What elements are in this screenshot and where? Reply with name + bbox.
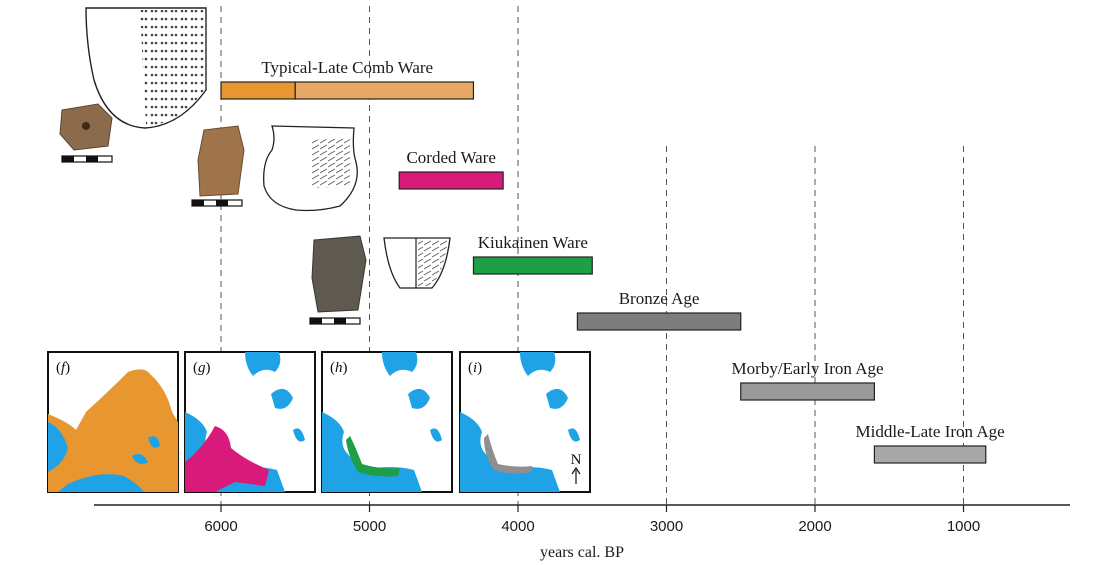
bar-label-morby-early-iron-age: Morby/Early Iron Age [732,359,884,378]
map-panel-label: (i) [468,360,482,376]
map-panel-g: (g) [184,351,316,493]
bar-middle-late-iron-age [873,445,987,464]
x-tick-label-4000: 4000 [501,518,534,535]
scale-bar-1 [61,155,113,163]
kiukainen-ware-sherd [311,235,367,313]
bar-label-typical-late-comb-ware: Typical-Late Comb Ware [261,58,433,77]
x-axis: 6000 5000 4000 3000 2000 1000 [94,504,1070,535]
x-tick-label-3000: 3000 [650,518,683,535]
map-panel-i: (i) N [459,351,591,493]
sea-shape [520,352,556,376]
bar-typical-late-comb-ware-late [294,81,475,100]
lake-shape [132,454,148,464]
culture-area-shape [484,434,532,474]
x-axis-title: years cal. BP [540,544,624,561]
map-panel-label: (g) [193,360,211,376]
bar-label-kiukainen-ware: Kiukainen Ware [478,233,588,252]
period-bars: Typical-Late Comb Ware Corded Ware Kiukain… [220,58,1005,464]
lake-shape [408,388,430,409]
scale-bar-3 [309,317,361,325]
sea-shape [382,352,418,376]
x-tick-label-2000: 2000 [798,518,831,535]
map-panel-label: (f) [56,360,70,376]
sea-shape [58,474,144,492]
x-tick-label-1000: 1000 [947,518,980,535]
map-panel-h: (h) [321,351,453,493]
x-tick-label-6000: 6000 [204,518,237,535]
pottery-illustrations [59,7,451,325]
bar-morby-early-iron-age [740,382,875,401]
x-tick-label-5000: 5000 [353,518,386,535]
bar-kiukainen-ware [472,256,593,275]
culture-area-shape [346,436,400,477]
compass-label: N [571,452,582,468]
lake-shape [430,428,442,442]
map-panels: (f) (g) (h) (i) N [47,351,591,493]
scale-bar-2 [191,199,243,207]
bar-label-bronze-age: Bronze Age [619,289,700,308]
map-panel-label: (h) [330,360,348,376]
sea-shape [245,352,281,376]
sea-shape [460,412,560,492]
bar-corded-ware [398,171,504,190]
lake-shape [293,428,305,442]
corded-ware-sherd [197,125,245,197]
culture-area-shape [185,426,269,492]
lake-shape [546,388,568,409]
bar-typical-late-comb-ware-early [220,81,296,100]
bar-bronze-age [576,312,742,331]
map-panel-f: (f) [47,351,179,493]
lake-shape [271,388,293,409]
bar-label-middle-late-iron-age: Middle-Late Iron Age [855,422,1004,441]
sea-shape [48,422,68,472]
bar-label-corded-ware: Corded Ware [406,148,495,167]
lake-shape [148,436,160,448]
north-arrow-icon [571,466,581,484]
lake-shape [568,428,580,442]
